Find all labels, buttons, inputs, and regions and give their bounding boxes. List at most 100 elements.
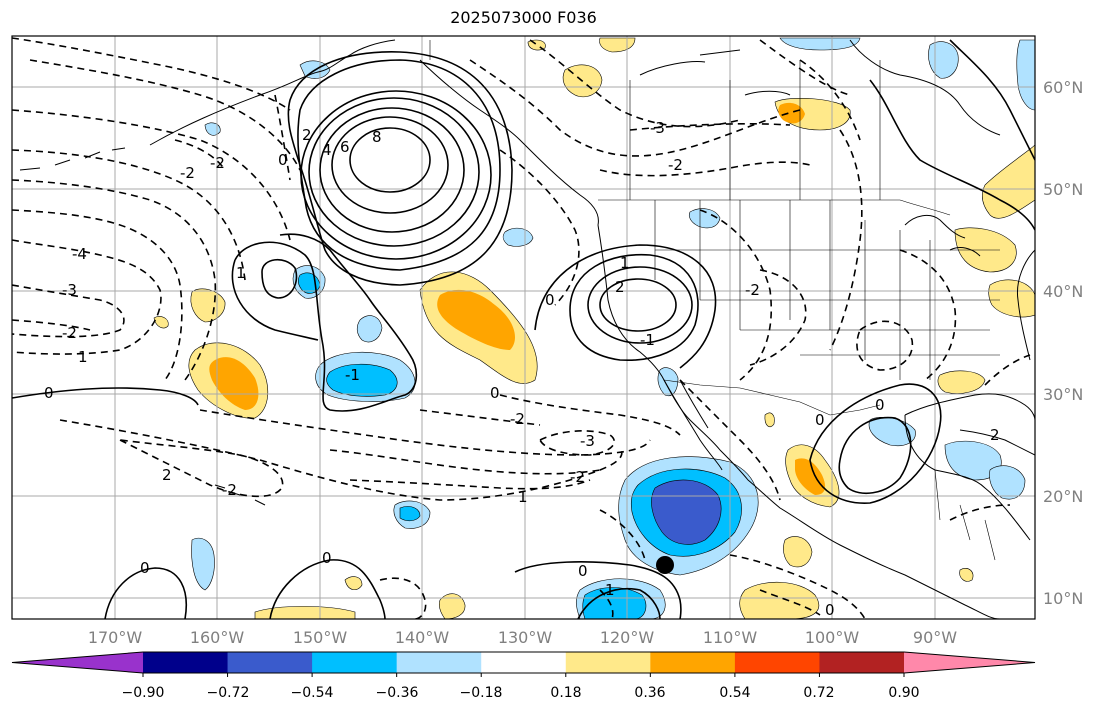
colorbar-arrow-left	[12, 652, 143, 673]
contour-dashed	[949, 504, 1011, 521]
contour-gulf-high-1	[838, 416, 912, 495]
contour-ridge-2	[261, 259, 298, 299]
contour-dashed	[759, 589, 821, 616]
lon-label: 120°W	[600, 628, 655, 647]
colorbar-segment	[565, 652, 651, 673]
contour-dashed	[529, 39, 741, 128]
contour-dashed	[12, 319, 91, 331]
contour-dashed	[12, 209, 183, 381]
lon-label: 100°W	[805, 628, 860, 647]
contour-dashed	[12, 37, 291, 111]
contour-south-0	[514, 561, 682, 619]
negative-anomaly-region	[204, 122, 221, 136]
contour-dashed	[199, 409, 651, 456]
gulf-coast	[904, 393, 1035, 421]
central-america-borders	[934, 469, 996, 561]
contour-high-1	[287, 51, 513, 286]
contour-label: 0	[44, 384, 54, 402]
contour-dashed	[829, 129, 863, 351]
contour-dashed	[379, 577, 427, 619]
lon-label: 90°W	[913, 628, 957, 647]
contour-high-8	[349, 127, 431, 193]
lon-label: 150°W	[293, 628, 348, 647]
contour-label: 8	[372, 128, 382, 146]
negative-anomaly-region	[1016, 39, 1035, 111]
baja-peninsula	[663, 379, 723, 471]
west-coast	[597, 224, 1001, 619]
contour-dashed	[12, 149, 246, 281]
contour-label: -2	[180, 164, 195, 182]
alaska-panhandle	[419, 59, 599, 226]
negative-anomaly-region	[688, 208, 721, 229]
latitude-labels: 60°N 50°N 40°N 30°N 20°N 10°N	[1043, 78, 1083, 608]
contour-label: -2	[210, 154, 225, 172]
colorbar-ticks: −0.90 −0.72 −0.54 −0.36 −0.18 0.18 0.36 …	[122, 685, 920, 701]
colorbar-segment	[650, 652, 736, 673]
positive-anomaly-region	[764, 412, 775, 427]
lat-label: 60°N	[1043, 78, 1083, 97]
contour-dashed	[12, 179, 217, 381]
colorbar-tick-label: 0.54	[719, 685, 750, 701]
great-lakes	[904, 214, 981, 257]
negative-anomaly-region	[356, 315, 383, 343]
state-lines	[654, 200, 1000, 380]
longitude-labels: 170°W 160°W 150°W 140°W 130°W 120°W 110°…	[88, 628, 957, 647]
contour-south-1	[577, 588, 661, 619]
contour-label: 1	[518, 488, 528, 506]
positive-anomaly-core	[778, 102, 805, 124]
contour-dashed	[599, 509, 646, 561]
contour-dashed	[119, 439, 284, 498]
colorbar-segment	[734, 652, 820, 673]
positive-anomaly-region	[988, 279, 1035, 318]
positive-anomaly-core	[209, 357, 259, 410]
contour-dashed	[856, 320, 914, 371]
contour-label: -3	[580, 432, 595, 450]
contour-gulf-high-0	[809, 383, 942, 504]
contour-dashed	[274, 94, 291, 181]
contour-south-0b	[269, 559, 386, 619]
contour-label: 0	[545, 291, 555, 309]
contour-dashed	[899, 249, 957, 381]
coastlines	[19, 39, 1035, 619]
contour-high-5	[319, 107, 465, 233]
colorbar-segment	[396, 652, 482, 673]
positive-anomaly-core	[795, 458, 826, 495]
contour-dashed	[679, 379, 781, 501]
contour-label: 0	[490, 384, 500, 402]
colorbar-segment	[312, 652, 398, 673]
contour-dashed	[629, 123, 791, 131]
contour-label: -2	[510, 410, 525, 428]
negative-anomaly-region	[657, 367, 679, 397]
lon-label: 110°W	[703, 628, 758, 647]
contour-label: 1	[605, 581, 615, 599]
positive-anomaly-region	[190, 288, 226, 323]
positive-anomaly-region	[344, 576, 363, 590]
lon-label: 140°W	[395, 628, 450, 647]
colorbar-tick-label: −0.90	[122, 685, 165, 701]
contour-dashed	[419, 409, 541, 426]
canada-provinces	[629, 60, 881, 200]
contour-dashed	[174, 139, 226, 171]
contour-label: -3	[62, 281, 77, 299]
contour-ridge-1b	[231, 259, 319, 341]
negative-anomaly-region	[502, 227, 534, 247]
contour-dashed	[59, 419, 623, 501]
contour-sw-high-2	[587, 266, 693, 344]
positive-anomaly-region	[153, 316, 169, 329]
contour-dashed	[759, 39, 851, 96]
political-borders	[429, 40, 1000, 561]
contour-labels: -2 -2 0 2 4 6 8 -3 -2 -4 -3 -2 1 0 2 1 -…	[44, 119, 1000, 619]
contour-zero-west	[12, 387, 199, 406]
positive-anomaly-region	[599, 37, 636, 53]
colorbar-tick-label: −0.36	[376, 685, 419, 701]
positive-anomaly-region	[783, 536, 813, 568]
contour-sw-high-3	[599, 278, 677, 332]
contour-label: -2	[668, 156, 683, 174]
colorbar-arrow-right	[904, 652, 1035, 673]
contour-dashed	[349, 479, 591, 490]
contour-label: -1	[345, 366, 360, 384]
colorbar-tick-label: −0.18	[460, 685, 503, 701]
contour-high-6	[331, 116, 449, 214]
contour-label: 0	[140, 559, 150, 577]
contours	[12, 37, 1035, 619]
